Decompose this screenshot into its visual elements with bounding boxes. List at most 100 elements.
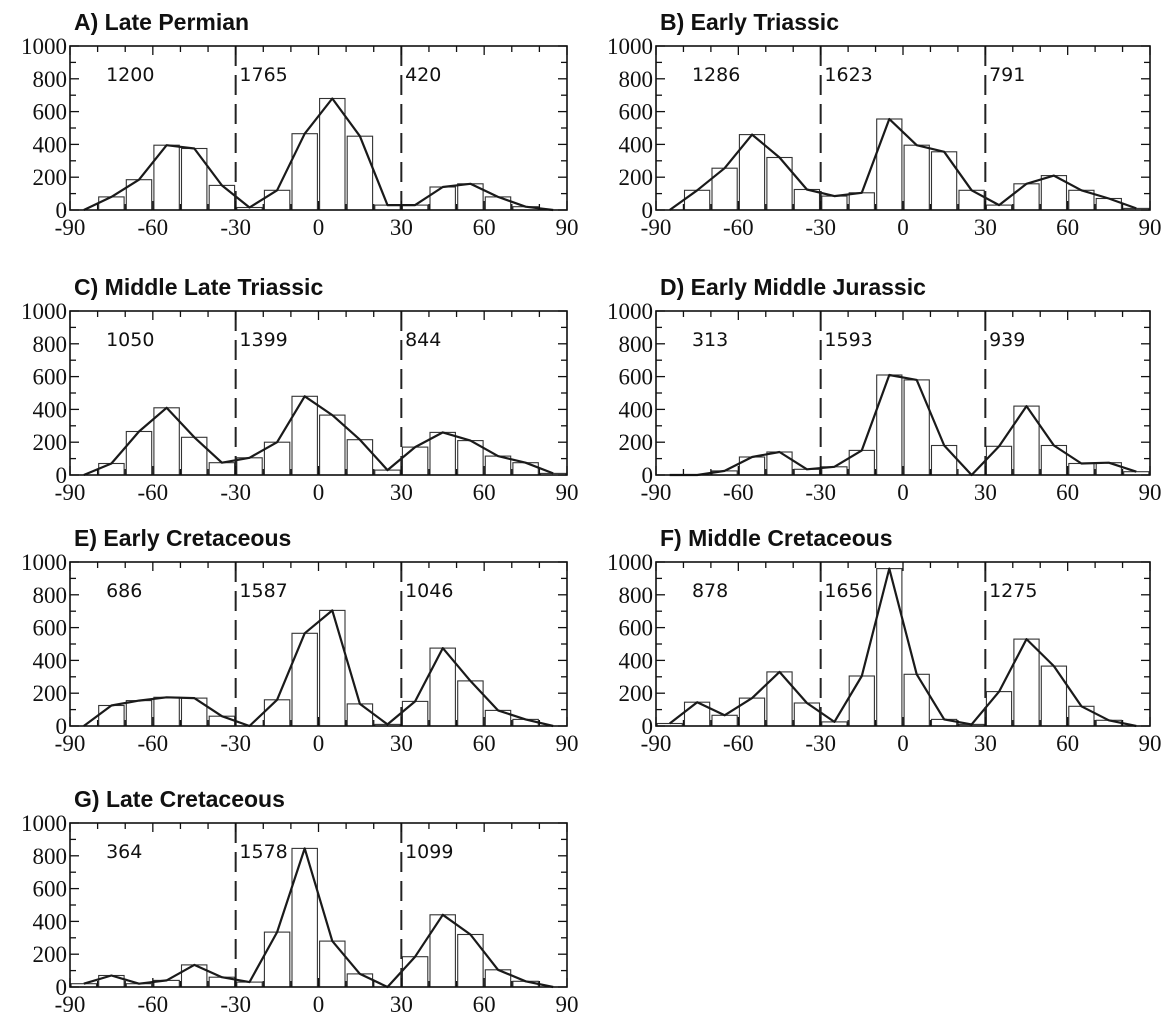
histogram-bar [821, 195, 848, 211]
zone-count-label: 1286 [692, 64, 740, 86]
zone-count-label: 420 [405, 64, 441, 86]
chart-panel: D) Early Middle Jurassic 313 1593 939 -90 -60… [607, 274, 1162, 505]
chart-panel: A) Late Permian 1200 1765 420 -90 -60 -30 0 30 60… [21, 9, 579, 240]
y-tick-label: 0 [56, 975, 68, 1000]
zone-count-label: 939 [989, 329, 1025, 351]
y-tick-label: 400 [33, 397, 68, 422]
x-tick-label: 30 [974, 480, 997, 505]
chart-title: F) Middle Cretaceous [660, 525, 893, 551]
y-tick-label: 200 [33, 681, 68, 706]
histogram-bar [903, 673, 930, 727]
y-tick-label: 600 [619, 616, 654, 641]
histogram-bar [291, 395, 318, 476]
histogram-bar [429, 431, 456, 476]
histogram-bar [263, 931, 291, 988]
histogram-bar [208, 184, 236, 211]
y-tick-label: 400 [33, 132, 68, 157]
x-tick-label: 90 [1139, 731, 1162, 756]
x-tick-label: 60 [473, 992, 496, 1017]
histogram-bar [125, 430, 153, 476]
y-tick-label: 1000 [21, 550, 67, 575]
x-tick-label: -60 [137, 480, 168, 505]
trend-line [83, 97, 554, 212]
histogram-bar [346, 439, 374, 476]
y-tick-label: 800 [33, 844, 68, 869]
x-tick-label: 0 [897, 480, 909, 505]
chart-panel: G) Late Cretaceous 364 1578 1099 -90 -60 -30 0 3… [21, 786, 579, 1017]
y-tick-label: 200 [33, 165, 68, 190]
y-tick-label: 800 [619, 583, 654, 608]
x-tick-label: 30 [390, 480, 413, 505]
y-tick-label: 1000 [607, 34, 653, 59]
histogram-bar [401, 700, 429, 727]
y-tick-label: 1000 [21, 811, 67, 836]
histogram-bar [738, 456, 766, 476]
histogram-bar [291, 632, 318, 727]
chart-panel: F) Middle Cretaceous 878 1656 1275 -90 -60 -30… [607, 525, 1162, 756]
y-tick-label: 600 [619, 365, 654, 390]
zone-count-label: 364 [106, 841, 142, 863]
chart-panel: C) Middle Late Triassic 1050 1399 844 -90 -60… [21, 274, 579, 505]
histogram-bar [208, 715, 236, 727]
histogram-bar [876, 568, 903, 727]
x-tick-label: -30 [220, 480, 251, 505]
chart-title: B) Early Triassic [660, 9, 839, 35]
histogram-bar [958, 189, 985, 211]
y-tick-label: 400 [619, 132, 654, 157]
zone-count-label: 686 [106, 580, 142, 602]
histogram-bar [484, 196, 512, 211]
histogram-bar [98, 196, 125, 211]
histogram-bar [766, 451, 793, 476]
chart-title: D) Early Middle Jurassic [660, 274, 926, 300]
histogram-bar [1013, 638, 1040, 727]
histogram-bar [1013, 183, 1040, 211]
histogram-bar [903, 379, 930, 476]
chart-title: A) Late Permian [74, 9, 249, 35]
histogram-bar [319, 940, 346, 988]
y-tick-label: 400 [619, 397, 654, 422]
histogram-bar [457, 680, 484, 727]
x-tick-label: 30 [390, 215, 413, 240]
x-tick-label: 90 [1139, 480, 1162, 505]
x-tick-label: 90 [556, 992, 579, 1017]
x-tick-label: -90 [641, 480, 672, 505]
y-tick-label: 600 [33, 877, 68, 902]
x-tick-label: 30 [974, 731, 997, 756]
trend-line [83, 395, 554, 477]
x-tick-label: 30 [390, 731, 413, 756]
zone-count-label: 1046 [405, 580, 453, 602]
zone-count-label: 1399 [239, 329, 287, 351]
histogram-bar [1040, 665, 1068, 727]
histogram-bar [457, 933, 484, 988]
x-tick-label: 60 [473, 480, 496, 505]
histogram-bar [429, 914, 456, 988]
x-tick-label: 0 [897, 731, 909, 756]
x-tick-label: -90 [55, 731, 86, 756]
zone-count-label: 1765 [239, 64, 287, 86]
histogram-bar [291, 133, 318, 211]
y-tick-label: 0 [642, 714, 654, 739]
histogram-bar [319, 609, 346, 727]
x-tick-label: -60 [723, 480, 754, 505]
y-tick-label: 600 [33, 100, 68, 125]
y-tick-label: 200 [33, 942, 68, 967]
chart-title: E) Early Cretaceous [74, 525, 291, 551]
chart-panel: B) Early Triassic 1286 1623 791 -90 -60 -30 0 30… [607, 9, 1162, 240]
zone-count-label: 1578 [239, 841, 287, 863]
x-tick-label: 90 [556, 480, 579, 505]
zone-count-label: 878 [692, 580, 728, 602]
histogram-bar [1068, 462, 1095, 476]
y-tick-label: 1000 [21, 34, 67, 59]
zone-count-label: 1275 [989, 580, 1037, 602]
x-tick-label: -30 [220, 215, 251, 240]
histogram-bar [930, 151, 958, 211]
histogram-bar [346, 135, 374, 211]
y-tick-label: 400 [33, 648, 68, 673]
x-tick-label: -90 [55, 215, 86, 240]
x-tick-label: -30 [220, 992, 251, 1017]
x-tick-label: 90 [556, 215, 579, 240]
y-tick-label: 200 [619, 165, 654, 190]
histogram-bar [876, 374, 903, 476]
zone-count-label: 791 [989, 64, 1025, 86]
